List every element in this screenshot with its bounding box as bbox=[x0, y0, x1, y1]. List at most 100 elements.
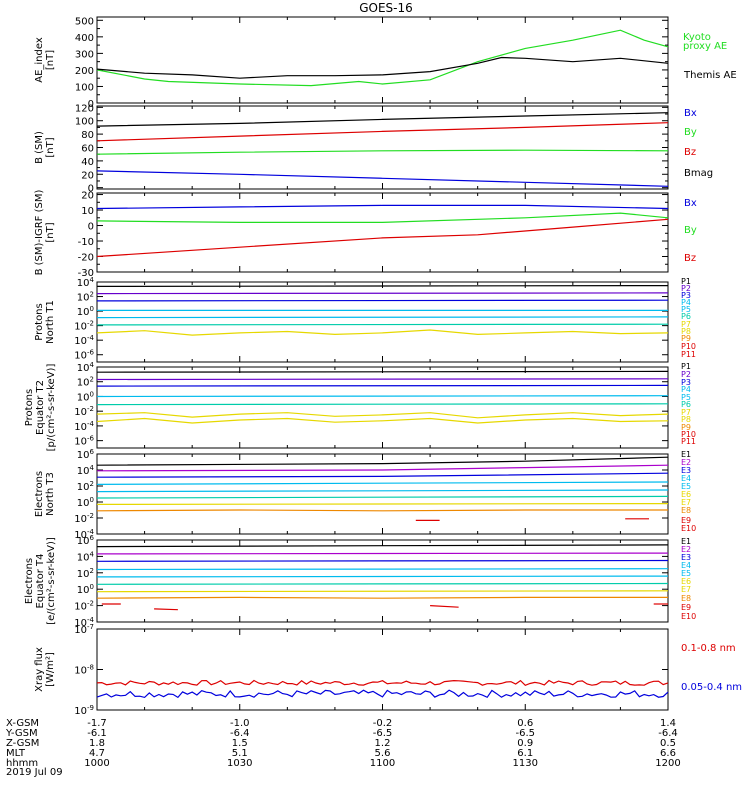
series-p1 bbox=[96, 285, 669, 287]
legend-0.05-0.4-nm: 0.05-0.4 nm bbox=[681, 682, 742, 693]
footer-row-label: Y-GSM bbox=[5, 728, 38, 739]
y-tick-label: 0 bbox=[88, 184, 94, 195]
series-e8 bbox=[96, 596, 668, 599]
footer-ygsm: -6.1 bbox=[87, 728, 107, 739]
footer-zgsm: 0.5 bbox=[660, 738, 676, 749]
legend-e7: E7 bbox=[681, 498, 691, 507]
legend-e4: E4 bbox=[681, 474, 691, 483]
y-tick-label: 102 bbox=[77, 480, 94, 493]
y-tick-label: 100 bbox=[77, 305, 94, 318]
series-e2 bbox=[96, 552, 669, 555]
y-axis-label: ElectronsEquator T4[e/(cm²-s-sr-keV)] bbox=[24, 537, 57, 625]
legend-e10: E10 bbox=[681, 524, 696, 533]
panel-frame bbox=[96, 539, 669, 623]
footer-hhmm: 1200 bbox=[655, 758, 680, 769]
series-0.05-0.4-nm bbox=[96, 689, 669, 699]
footer-xgsm: -1.7 bbox=[87, 718, 107, 729]
y-tick-label: 10-2 bbox=[74, 320, 94, 333]
legend-e3: E3 bbox=[681, 553, 691, 562]
legend-kyoto: Kyoto bbox=[683, 32, 711, 43]
panel-frame bbox=[96, 628, 669, 711]
legend-bz: Bz bbox=[684, 253, 696, 264]
footer-mlt: 4.7 bbox=[89, 748, 105, 759]
legend-p3: P3 bbox=[681, 291, 691, 300]
series-p7 bbox=[96, 329, 669, 336]
y-tick-label: 104 bbox=[77, 276, 95, 289]
series-p1 bbox=[96, 370, 669, 373]
footer-xgsm: -0.2 bbox=[373, 718, 393, 729]
series-e7 bbox=[96, 590, 669, 593]
footer-ygsm: -6.4 bbox=[658, 728, 678, 739]
y-axis-label: ElectronsNorth T3 bbox=[34, 471, 56, 517]
legend-p8: P8 bbox=[681, 415, 691, 424]
series-p6 bbox=[96, 412, 669, 419]
legend-p6: P6 bbox=[681, 312, 691, 321]
panel-3: -30 -20 -10 0 10 20 B (SM)-IGRF (SM)[nT] Bx By Bz bbox=[34, 190, 697, 279]
legend-p11: P11 bbox=[681, 437, 696, 446]
legend-e9: E9 bbox=[681, 516, 691, 525]
footer-xgsm: 1.4 bbox=[660, 718, 676, 729]
footer-zgsm: 1.8 bbox=[89, 738, 105, 749]
y-tick-label: 10 bbox=[81, 206, 94, 217]
y-tick-label: 40 bbox=[81, 157, 94, 168]
legend-p1: P1 bbox=[681, 362, 691, 371]
footer-zgsm: 0.9 bbox=[517, 738, 533, 749]
series-e4 bbox=[96, 568, 669, 571]
legend-bmag: Bmag bbox=[684, 168, 713, 179]
y-tick-label: -20 bbox=[78, 253, 94, 264]
y-tick-label: 100 bbox=[75, 82, 94, 93]
legend-bx: Bx bbox=[684, 198, 697, 209]
series-e2 bbox=[96, 464, 669, 472]
y-axis-label: AE_index[nT] bbox=[34, 37, 56, 83]
legend-themis-ae: Themis AE bbox=[683, 70, 737, 81]
legend-p6: P6 bbox=[681, 400, 691, 409]
y-tick-label: 102 bbox=[77, 567, 94, 580]
y-tick-label: 10-2 bbox=[74, 600, 94, 613]
legend-p9: P9 bbox=[681, 423, 691, 432]
y-tick-label: 100 bbox=[77, 390, 94, 403]
series-p3 bbox=[96, 299, 669, 302]
y-tick-label: 80 bbox=[81, 130, 94, 141]
legend-bz: Bz bbox=[684, 147, 696, 158]
footer-mlt: 5.6 bbox=[375, 748, 391, 759]
series-bx bbox=[96, 170, 669, 187]
y-tick-label: 102 bbox=[77, 376, 94, 389]
y-tick-label: 200 bbox=[75, 66, 94, 77]
y-tick-label: 10-9 bbox=[74, 704, 94, 717]
y-tick-label: 100 bbox=[75, 117, 94, 128]
footer-mlt: 6.1 bbox=[517, 748, 533, 759]
series-bx bbox=[96, 204, 669, 210]
series-e3 bbox=[96, 559, 669, 562]
legend-p10: P10 bbox=[681, 430, 696, 439]
footer-mlt: 6.6 bbox=[660, 748, 676, 759]
footer-hhmm: 1030 bbox=[227, 758, 252, 769]
y-axis-label: ProtonsNorth T1 bbox=[34, 300, 56, 344]
series-kyoto-proxy-ae bbox=[96, 29, 669, 87]
y-tick-label: 20 bbox=[81, 191, 94, 202]
series-p5 bbox=[96, 316, 669, 319]
legend-p5: P5 bbox=[681, 393, 691, 402]
legend-p1: P1 bbox=[681, 277, 691, 286]
y-axis-label: Xray flux[W/m²] bbox=[34, 647, 56, 692]
footer-hhmm: 1130 bbox=[513, 758, 538, 769]
legend-proxy-ae: proxy AE bbox=[683, 41, 727, 52]
y-tick-label: 120 bbox=[75, 103, 94, 114]
panel-frame bbox=[96, 16, 669, 104]
y-axis-label: B (SM)-IGRF (SM)[nT] bbox=[34, 190, 56, 276]
y-tick-label: 0 bbox=[88, 99, 94, 110]
series-p2 bbox=[96, 292, 669, 295]
legend-p3: P3 bbox=[681, 378, 691, 387]
y-tick-label: 20 bbox=[81, 170, 94, 181]
series-p7 bbox=[96, 417, 669, 424]
series-themis-ae bbox=[96, 56, 669, 79]
y-axis-label: ProtonsEquator T2[p/(cm²-s-sr-keV)] bbox=[24, 364, 57, 452]
y-tick-label: 106 bbox=[77, 448, 95, 461]
footer-ygsm: -6.5 bbox=[515, 728, 535, 739]
panel-2: 0 20 40 60 80 100 120 B (SM)[nT] Bx By Bz Bmag bbox=[34, 103, 713, 194]
series-p2 bbox=[96, 378, 669, 381]
